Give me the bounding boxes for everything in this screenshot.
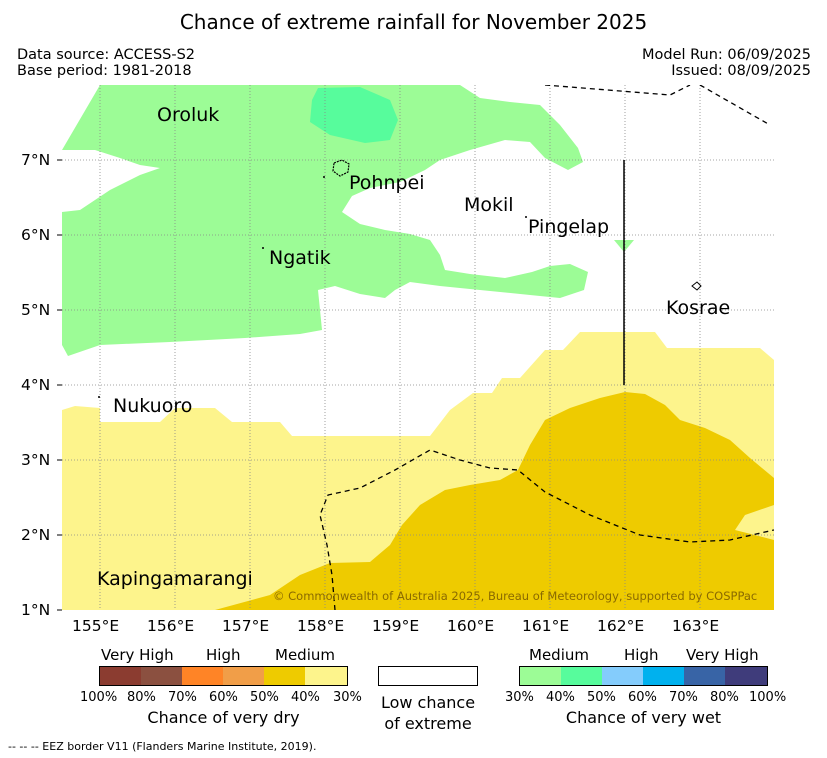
legend-wet-percent: 70% [669, 690, 698, 705]
place-label-kosrae: Kosrae [666, 297, 731, 319]
legend-wet-percent: 30% [505, 690, 534, 705]
legend-low-swatch [378, 666, 478, 686]
ngatik-atoll [262, 247, 264, 249]
legend-wet-caption: Chance of very wet [565, 708, 722, 727]
legend-wet-swatch [643, 667, 684, 685]
place-label-kapingamarangi: Kapingamarangi [97, 568, 253, 590]
lon-tick-label: 159°E [372, 617, 420, 635]
place-label-mokil: Mokil [464, 194, 514, 216]
dry-high-region [215, 392, 774, 610]
legend-dry-swatch [223, 667, 264, 685]
legend-dry-caption: Chance of very dry [147, 708, 300, 727]
issued-date: Issued: 08/09/2025 [671, 63, 811, 79]
graticule [62, 85, 774, 610]
legend-dry-percent: 50% [250, 690, 279, 705]
place-label-pohnpei: Pohnpei [349, 172, 425, 194]
legend-low-caption-line2: of extreme [384, 714, 472, 733]
lon-tick-label: 163°E [672, 617, 720, 635]
place-label-oroluk: Oroluk [157, 104, 220, 126]
legend-dry-percent: 40% [291, 690, 320, 705]
legend-wet-category: High [624, 646, 659, 664]
model-run: Model Run: 06/09/2025 [641, 47, 811, 63]
place-label-nukuoro: Nukuoro [113, 395, 193, 417]
legend-wet-swatch [725, 667, 767, 685]
legend-wet-percent: 60% [628, 690, 657, 705]
pohnpei-islet [323, 176, 325, 178]
legend-wet-swatch [602, 667, 643, 685]
lon-tick-label: 160°E [447, 617, 495, 635]
legend-wet-swatch [684, 667, 725, 685]
wet-high-spot [310, 87, 398, 143]
lon-tick-label: 161°E [522, 617, 570, 635]
lat-tick-label: 5°N [21, 301, 51, 319]
legend-dry-swatch [100, 667, 141, 685]
legend-wet-colorbar [519, 666, 768, 686]
legend-wet-category: Very High [686, 646, 759, 664]
lat-tick-label: 2°N [21, 526, 51, 544]
eez-footnote: -- -- -- EEZ border V11 (Flanders Marine… [8, 740, 317, 753]
legend-dry-percent: 30% [333, 690, 362, 705]
lon-tick-label: 157°E [222, 617, 270, 635]
lat-tick-label: 6°N [21, 226, 51, 244]
legend-dry-swatch [141, 667, 182, 685]
lat-tick-label: 7°N [21, 151, 51, 169]
legend-dry-swatch [264, 667, 305, 685]
lat-tick-label: 1°N [21, 601, 51, 619]
legend-dry-colorbar [99, 666, 348, 686]
kosrae-island [691, 281, 702, 291]
legend-dry-percent: 60% [209, 690, 238, 705]
place-label-ngatik: Ngatik [269, 247, 331, 269]
copyright-notice: © Commonwealth of Australia 2025, Bureau… [273, 589, 758, 603]
legend-dry-swatch [305, 667, 347, 685]
eez-border [319, 85, 774, 610]
lat-tick-label: 3°N [21, 451, 51, 469]
legend-wet-percent: 40% [546, 690, 575, 705]
legend-wet-percent: 80% [710, 690, 739, 705]
legend-dry-percent: 100% [80, 690, 118, 705]
legend-dry-category: Very High [101, 646, 174, 664]
legend-wet-swatch [561, 667, 602, 685]
place-label-pingelap: Pingelap [528, 216, 610, 238]
lon-tick-label: 155°E [72, 617, 120, 635]
map-title: Chance of extreme rainfall for November … [179, 10, 648, 34]
pohnpei-island [332, 159, 350, 177]
axis-ticks [57, 159, 62, 611]
base-period: Base period: 1981-2018 [17, 63, 192, 79]
legend-dry-category: High [206, 646, 241, 664]
lat-tick-label: 4°N [21, 376, 51, 394]
legend-dry-category: Medium [275, 646, 335, 664]
legend-wet-category: Medium [529, 646, 589, 664]
lon-tick-label: 156°E [147, 617, 195, 635]
legend-dry-percent: 70% [168, 690, 197, 705]
legend-wet-percent: 100% [749, 690, 787, 705]
nukuoro-atoll [98, 396, 100, 398]
lon-tick-label: 158°E [297, 617, 345, 635]
legend-low-caption-line1: Low chance [380, 693, 476, 712]
legend-dry-percent: 80% [127, 690, 156, 705]
legend-wet-percent: 50% [587, 690, 616, 705]
lon-tick-label: 162°E [597, 617, 645, 635]
legend-dry-swatch [182, 667, 223, 685]
data-source: Data source: ACCESS-S2 [17, 47, 196, 63]
pingelap-atoll [525, 216, 527, 218]
legend-wet-swatch [520, 667, 561, 685]
